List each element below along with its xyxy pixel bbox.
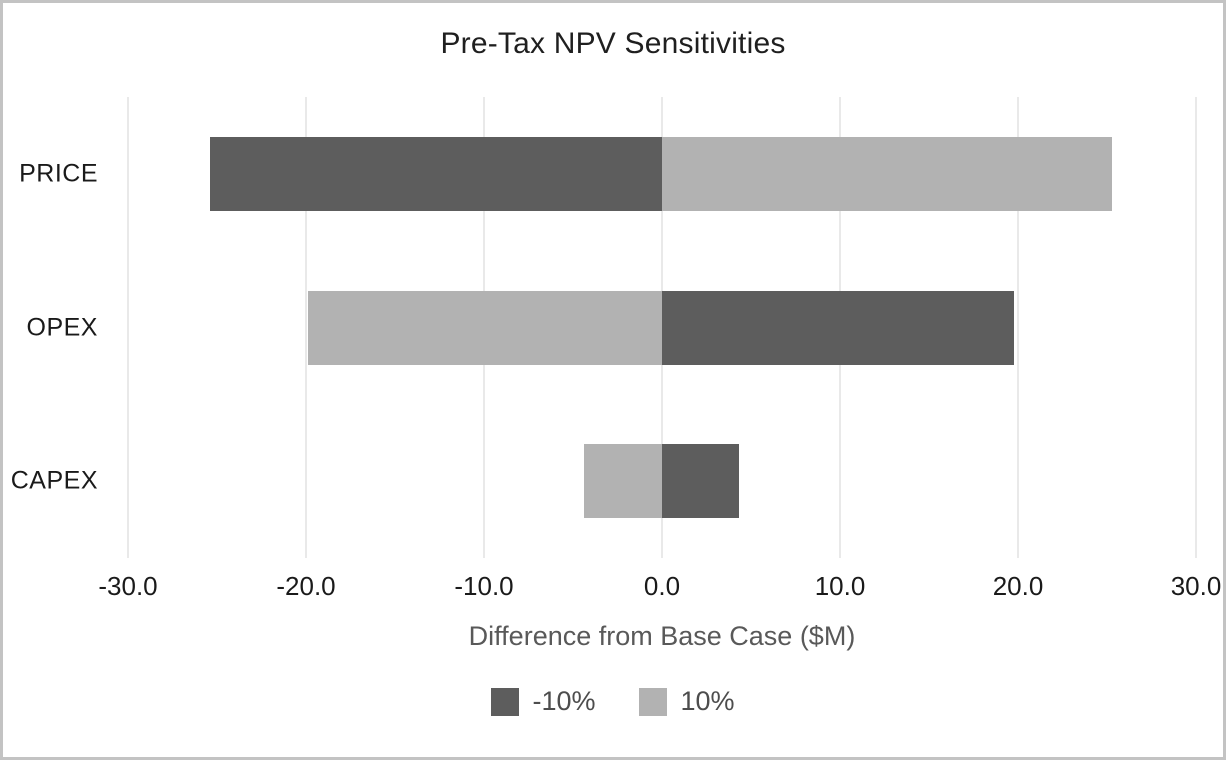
chart-title: Pre-Tax NPV Sensitivities: [440, 27, 786, 60]
bar-price-minus-10pct: [209, 136, 662, 211]
legend-item-plus-10pct: 10%: [639, 686, 735, 717]
plot-area: [127, 97, 1197, 558]
x-tick-label: 10.0: [814, 571, 866, 601]
legend: -10% 10%: [3, 686, 1223, 717]
x-tick-label: -30.0: [98, 571, 158, 601]
gridline: [1195, 97, 1197, 558]
legend-label-minus-10pct: -10%: [532, 686, 596, 716]
x-tick-label: 30.0: [1170, 571, 1222, 601]
gridline: [1017, 97, 1019, 558]
legend-item-minus-10pct: -10%: [491, 686, 595, 717]
bar-capex-minus-10pct: [662, 444, 739, 519]
bar-opex-minus-10pct: [662, 290, 1015, 365]
legend-label-plus-10pct: 10%: [680, 686, 735, 716]
gridline: [127, 97, 129, 558]
x-tick-label: -10.0: [454, 571, 514, 601]
bar-opex-plus-10pct: [307, 290, 662, 365]
bar-capex-plus-10pct: [583, 444, 662, 519]
x-tick-label: 0.0: [643, 571, 681, 601]
x-axis-title: Difference from Base Case ($M): [468, 621, 856, 651]
category-label-opex: OPEX: [26, 313, 98, 341]
legend-swatch-plus-10pct-icon: [639, 687, 668, 716]
x-tick-label: 20.0: [992, 571, 1044, 601]
x-axis-tick-labels: -30.0 -20.0 -10.0 0.0 10.0 20.0 30.0: [98, 571, 1221, 603]
x-tick-label: -20.0: [276, 571, 336, 601]
bar-price-plus-10pct: [662, 136, 1113, 211]
category-label-capex: CAPEX: [10, 466, 98, 495]
y-axis-category-labels: PRICE OPEX CAPEX: [3, 97, 98, 558]
legend-swatch-minus-10pct-icon: [491, 687, 520, 716]
gridline: [305, 97, 307, 558]
category-label-price: PRICE: [19, 159, 98, 188]
